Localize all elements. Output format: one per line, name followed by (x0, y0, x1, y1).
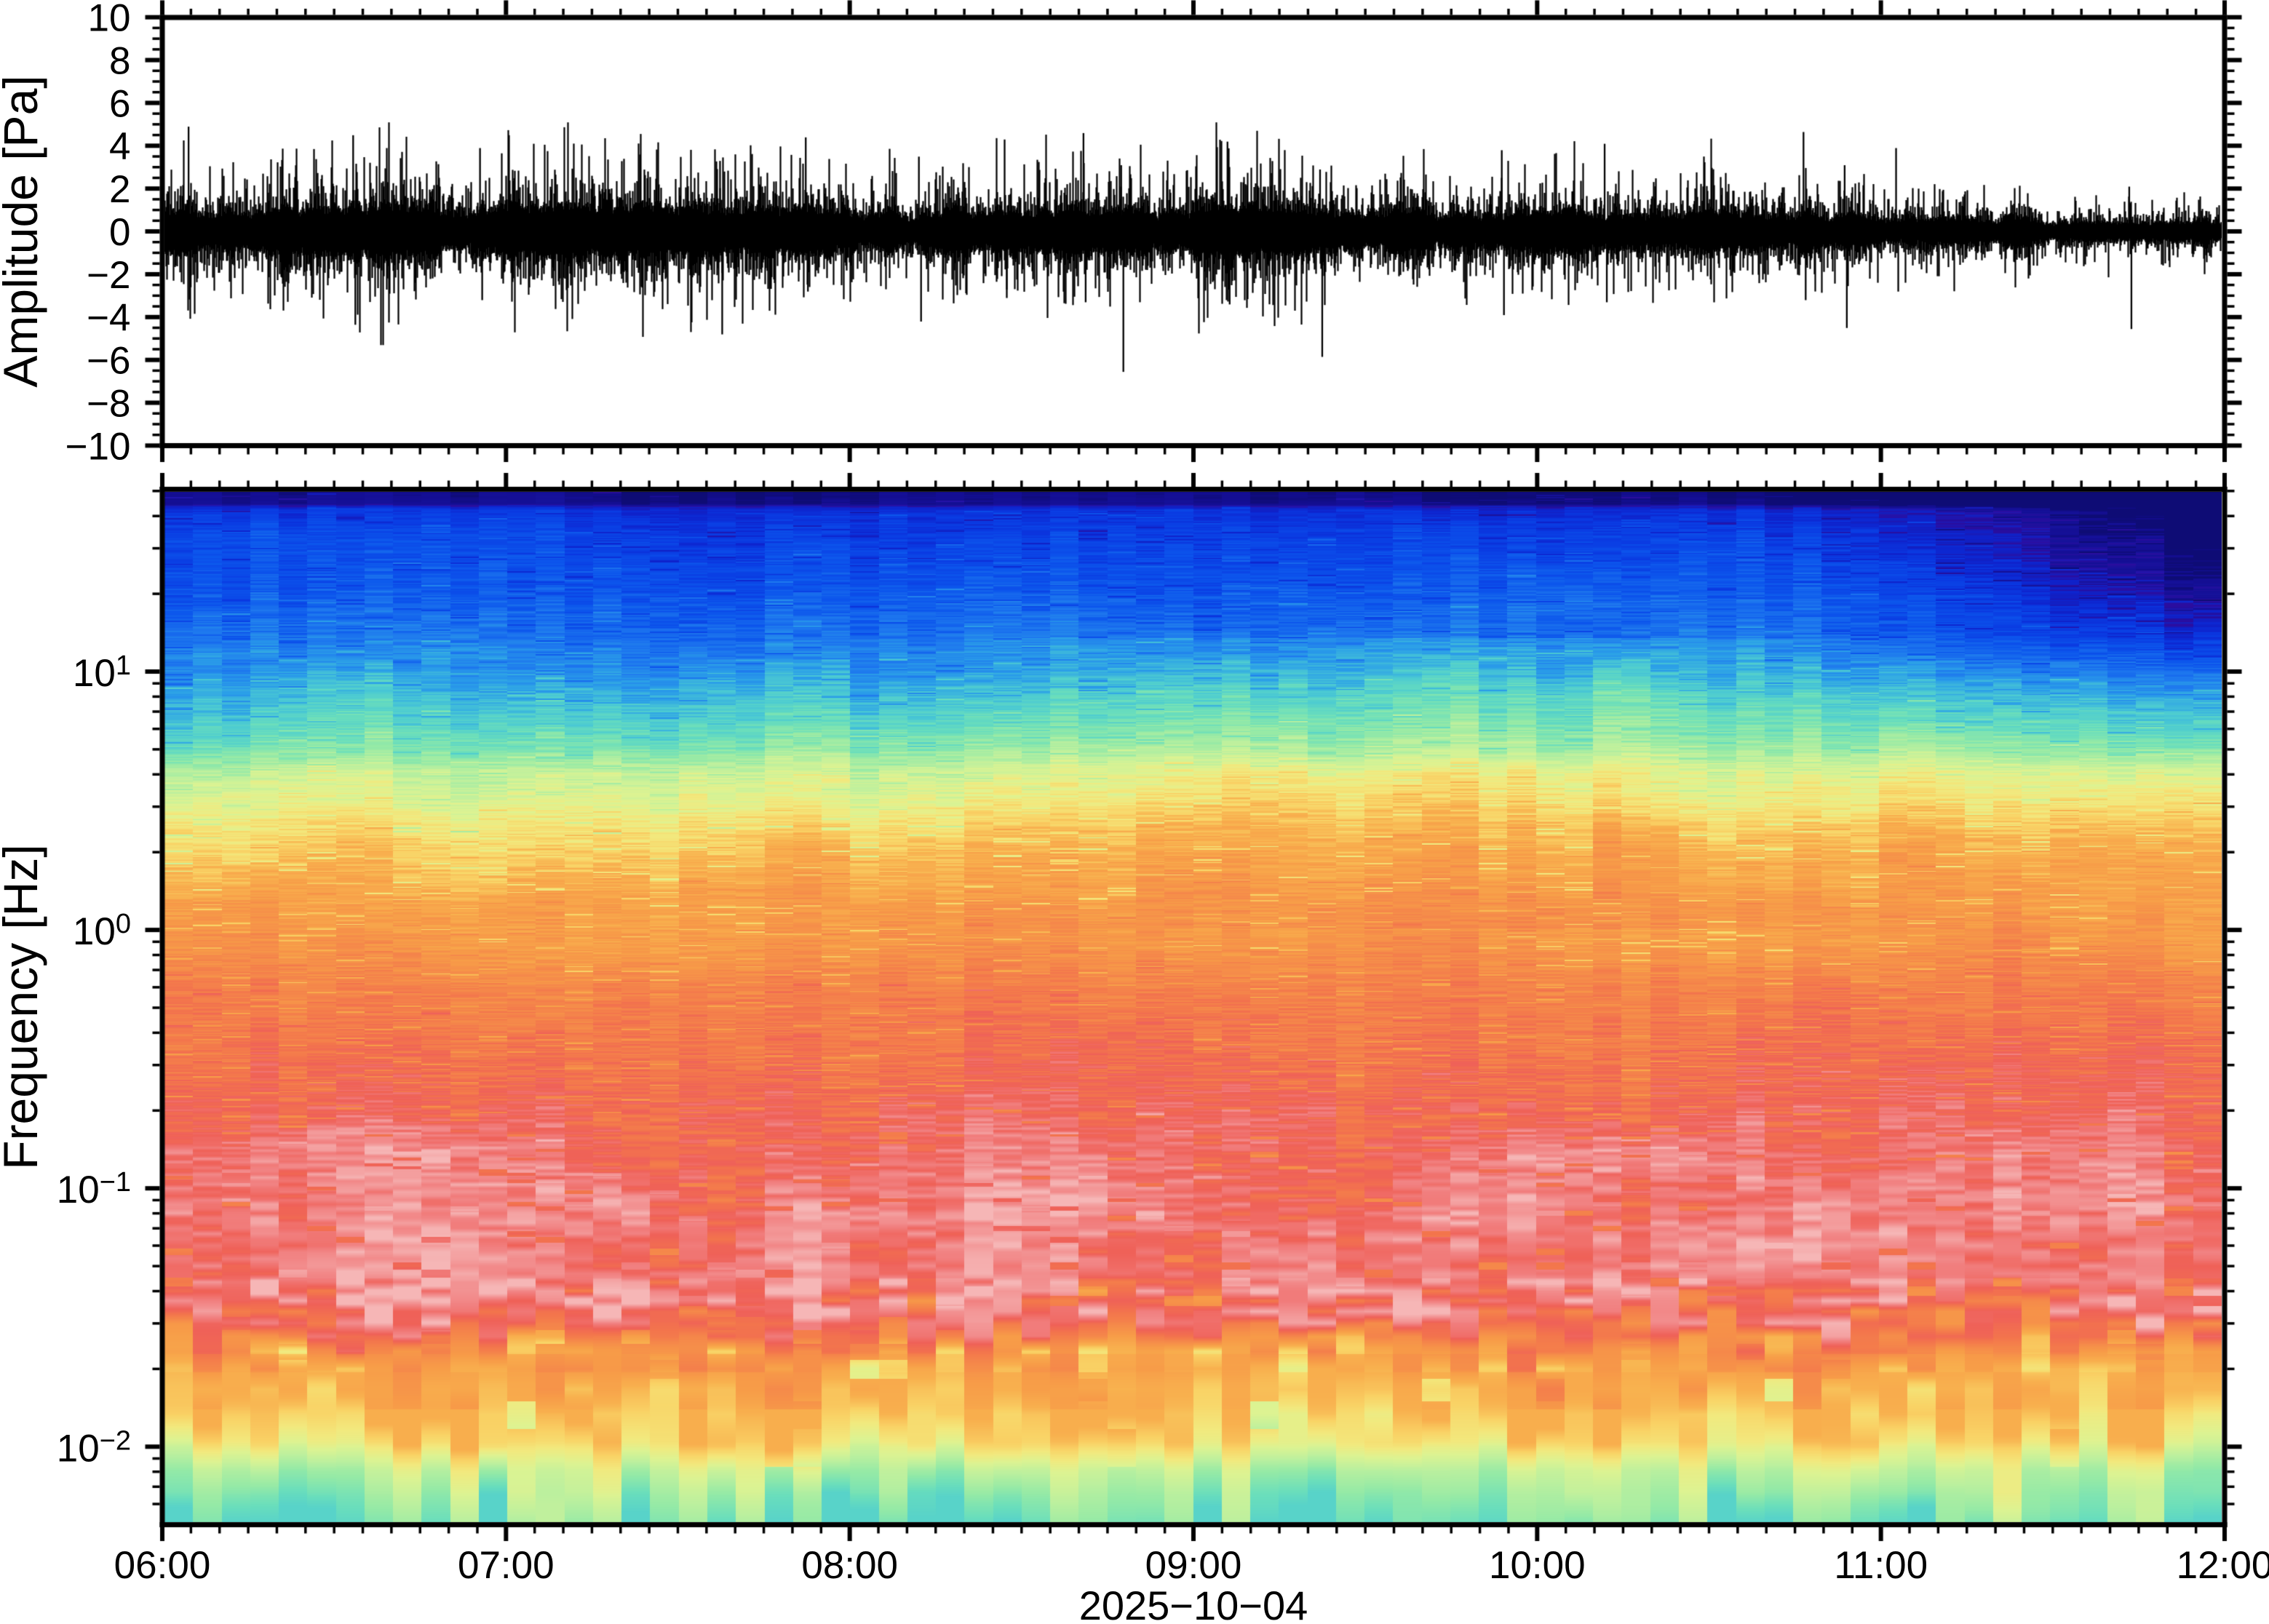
svg-text:10:00: 10:00 (1489, 1544, 1586, 1587)
svg-text:07:00: 07:00 (458, 1544, 555, 1587)
svg-text:8: 8 (109, 40, 130, 83)
svg-text:4: 4 (109, 125, 130, 168)
svg-text:−10: −10 (65, 425, 131, 468)
svg-text:Amplitude [Pa]: Amplitude [Pa] (0, 75, 47, 387)
svg-text:06:00: 06:00 (114, 1544, 211, 1587)
svg-text:6: 6 (109, 82, 130, 125)
svg-text:10−2: 10−2 (57, 1425, 131, 1470)
svg-text:11:00: 11:00 (1834, 1544, 1928, 1587)
svg-text:2025−10−04: 2025−10−04 (1079, 1583, 1308, 1624)
svg-text:−2: −2 (87, 254, 130, 297)
svg-text:09:00: 09:00 (1145, 1544, 1242, 1587)
svg-text:−8: −8 (87, 383, 130, 426)
svg-text:10−1: 10−1 (57, 1167, 131, 1211)
svg-text:Frequency [Hz]: Frequency [Hz] (0, 844, 47, 1170)
svg-text:100: 100 (73, 909, 131, 953)
svg-text:−6: −6 (87, 340, 130, 383)
svg-text:08:00: 08:00 (801, 1544, 898, 1587)
svg-text:2: 2 (109, 168, 130, 211)
svg-text:0: 0 (109, 211, 130, 254)
svg-text:−4: −4 (87, 297, 130, 340)
svg-text:10: 10 (88, 0, 131, 40)
svg-text:101: 101 (73, 650, 131, 695)
svg-text:12:00: 12:00 (2177, 1544, 2269, 1587)
